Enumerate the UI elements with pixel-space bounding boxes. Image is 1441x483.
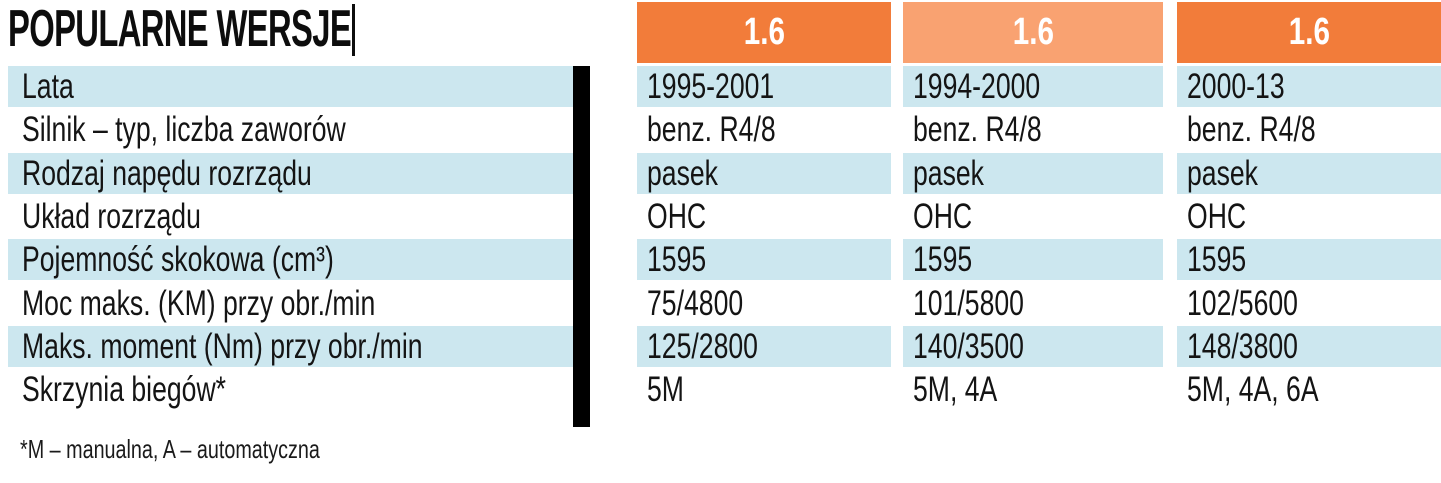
row-label: Układ rozrządu xyxy=(22,197,201,236)
column-header-version-2: 1.6 xyxy=(903,2,1163,63)
table-row: Moc maks. (KM) przy obr./min 75/4800 101… xyxy=(0,283,1441,324)
cell-value: pasek xyxy=(637,153,891,194)
cell-value: pasek xyxy=(903,153,1163,194)
cell-value: pasek xyxy=(1177,153,1441,194)
cell-value: benz. R4/8 xyxy=(647,110,776,149)
cell-value: OHC xyxy=(913,197,973,236)
column-header-label: 1.6 xyxy=(1288,11,1330,53)
row-label: Pojemność skokowa (cm³) xyxy=(8,239,573,280)
table-row: Pojemność skokowa (cm³) 1595 1595 1595 xyxy=(0,239,1441,280)
cell-value: 5M, 4A, 6A xyxy=(1187,370,1319,409)
title-caret-rule xyxy=(352,4,355,56)
row-label: Lata xyxy=(8,66,573,107)
cell-value: 2000-13 xyxy=(1177,66,1441,107)
cell-value: benz. R4/8 xyxy=(913,110,1042,149)
cell-value: 125/2800 xyxy=(637,326,891,367)
cell-value: 140/3500 xyxy=(903,326,1163,367)
cell-value: 1595 xyxy=(903,239,1163,280)
cell-value: 1994-2000 xyxy=(903,66,1163,107)
cell-value: benz. R4/8 xyxy=(1187,110,1316,149)
column-header-version-3: 1.6 xyxy=(1177,2,1441,63)
table-row: Lata 1995-2001 1994-2000 2000-13 xyxy=(0,66,1441,107)
cell-value: 1595 xyxy=(1177,239,1441,280)
row-label: Moc maks. (KM) przy obr./min xyxy=(22,284,376,323)
row-label: Rodzaj napędu rozrządu xyxy=(8,153,573,194)
cell-value: 5M xyxy=(647,370,684,409)
table-row: Silnik – typ, liczba zaworów benz. R4/8 … xyxy=(0,109,1441,150)
cell-value: 5M, 4A xyxy=(913,370,998,409)
cell-value: 1595 xyxy=(637,239,891,280)
footnote: *M – manualna, A – automatyczna xyxy=(20,434,320,464)
table-row: Skrzynia biegów* 5M 5M, 4A 5M, 4A, 6A xyxy=(0,369,1441,410)
row-label: Skrzynia biegów* xyxy=(22,370,227,409)
label-column-divider-bar xyxy=(573,66,590,427)
cell-value: OHC xyxy=(1187,197,1247,236)
cell-value: OHC xyxy=(647,197,707,236)
table-row: Układ rozrządu OHC OHC OHC xyxy=(0,196,1441,237)
cell-value: 102/5600 xyxy=(1187,284,1298,323)
row-label: Maks. moment (Nm) przy obr./min xyxy=(8,326,573,367)
column-header-label: 1.6 xyxy=(743,11,785,53)
cell-value: 75/4800 xyxy=(647,284,744,323)
cell-value: 1995-2001 xyxy=(637,66,891,107)
page-title: POPULARNE WERSJE xyxy=(8,0,553,58)
cell-value: 148/3800 xyxy=(1177,326,1441,367)
column-header-version-1: 1.6 xyxy=(637,2,891,63)
row-label: Silnik – typ, liczba zaworów xyxy=(22,110,346,149)
page-title-text: POPULARNE WERSJE xyxy=(8,0,352,58)
table-row: Maks. moment (Nm) przy obr./min 125/2800… xyxy=(0,326,1441,367)
table-row: Rodzaj napędu rozrządu pasek pasek pasek xyxy=(0,153,1441,194)
cell-value: 101/5800 xyxy=(913,284,1024,323)
column-header-label: 1.6 xyxy=(1012,11,1054,53)
